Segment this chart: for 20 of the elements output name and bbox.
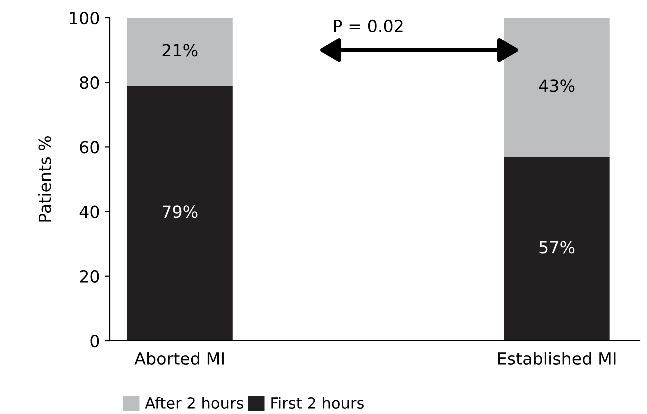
bar [504,18,610,157]
data-label: 79% [162,206,198,218]
data-label: 21% [162,44,198,57]
x-tick-label: Established MI [498,352,616,366]
y-axis-title: Patients % [38,136,52,222]
data-label: 57% [540,241,575,254]
y-tick-label: 40 [80,206,100,218]
annotation: P = 0.02 [334,20,403,33]
y-tick-label: 100 [70,12,100,25]
x-tick-label: Aborted MI [134,352,224,366]
y-tick-label: 80 [80,76,100,90]
legend-label: After 2 hours [145,397,244,410]
y-tick-label: 0 [90,334,100,348]
bar [504,156,610,341]
data-label: 43% [539,80,575,92]
legend-label: First 2 hours [272,397,364,410]
y-tick-label: 60 [80,141,100,154]
bar [127,18,233,86]
bar [127,86,233,341]
y-tick-label: 20 [80,270,100,283]
